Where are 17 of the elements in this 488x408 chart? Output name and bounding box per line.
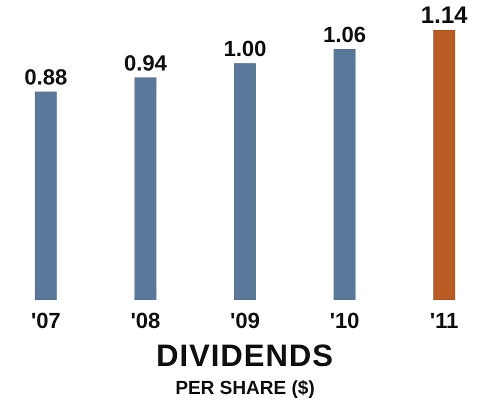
bar xyxy=(433,30,456,300)
bar xyxy=(334,48,356,300)
x-tick-label: '10 xyxy=(330,308,360,333)
bar xyxy=(134,77,156,300)
data-label: 1.00 xyxy=(224,36,266,62)
data-label: 1.06 xyxy=(323,22,366,47)
x-tick-label: '09 xyxy=(230,308,260,333)
data-label: 0.88 xyxy=(24,64,68,90)
text: PER SHARE ($) xyxy=(175,378,315,399)
x-tick-label: '11 xyxy=(430,308,458,333)
x-tick-label: '08 xyxy=(130,308,160,333)
bar xyxy=(234,63,256,300)
data-label: 0.94 xyxy=(124,50,168,76)
x-tick-label: '07 xyxy=(30,308,61,333)
text: DIVIDENDS xyxy=(156,338,334,373)
bar xyxy=(34,92,57,300)
data-label: 1.14 xyxy=(420,2,468,29)
